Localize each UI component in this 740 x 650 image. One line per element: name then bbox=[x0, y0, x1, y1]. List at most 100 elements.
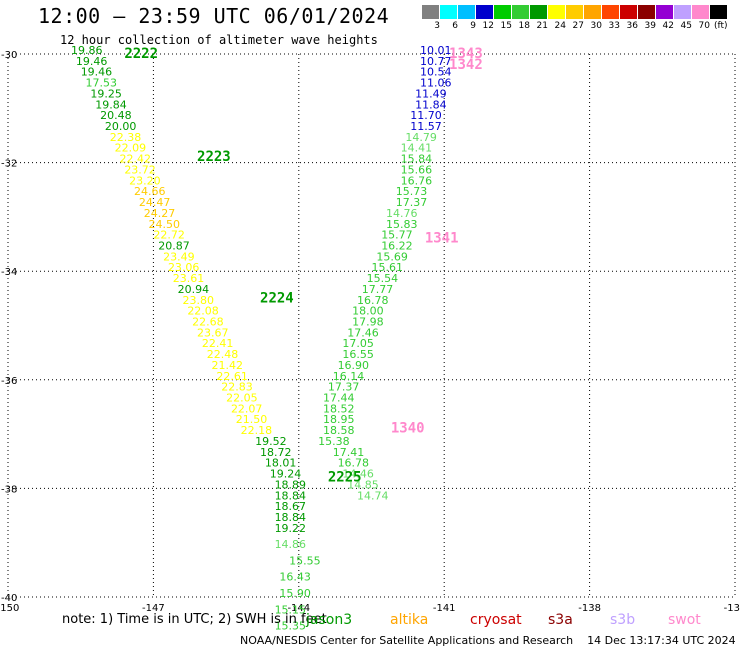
wave-height-label: 23.67 bbox=[197, 326, 229, 339]
mission-s3b: s3b bbox=[610, 612, 636, 628]
wave-height-label: 17.53 bbox=[86, 77, 118, 90]
wave-height-label: 22.41 bbox=[202, 337, 234, 350]
mission-jason3: jason3 bbox=[306, 612, 353, 628]
legend-swatch bbox=[692, 5, 710, 19]
wave-height-label: 18.58 bbox=[323, 424, 355, 437]
pass-id-label: 2224 bbox=[260, 290, 294, 306]
legend-tick: 30 bbox=[590, 21, 602, 31]
wave-height-label: 15.15 bbox=[275, 603, 307, 616]
legend-swatch bbox=[638, 5, 656, 19]
wave-height-label: 22.61 bbox=[216, 370, 248, 383]
wave-height-label: 15.38 bbox=[318, 435, 350, 448]
wave-height-label: 11.84 bbox=[415, 98, 447, 111]
wave-height-label: 18.00 bbox=[352, 305, 384, 318]
legend-swatch bbox=[620, 5, 638, 19]
pass-id-label: 1340 bbox=[391, 421, 425, 437]
wave-height-label: 14.41 bbox=[401, 142, 433, 155]
wave-height-label: 20.00 bbox=[105, 120, 137, 133]
wave-height-label: 22.83 bbox=[221, 381, 253, 394]
wave-height-label: 15.66 bbox=[401, 163, 433, 176]
x-tick-label: -147 bbox=[142, 603, 165, 614]
x-tick-label: -135 bbox=[724, 603, 740, 614]
wave-height-label: 10.77 bbox=[420, 55, 452, 68]
wave-height-label: 16.55 bbox=[342, 348, 374, 361]
legend-tick: 21 bbox=[536, 21, 548, 31]
legend-swatch bbox=[674, 5, 692, 19]
legend-swatch bbox=[602, 5, 620, 19]
wave-height-label: 15.55 bbox=[289, 554, 321, 567]
credit-timestamp: 14 Dec 13:17:34 UTC 2024 bbox=[587, 634, 736, 647]
wave-height-label: 11.06 bbox=[420, 77, 452, 90]
legend-swatch bbox=[494, 5, 512, 19]
wave-height-label: 18.95 bbox=[323, 413, 355, 426]
legend-swatch bbox=[512, 5, 530, 19]
color-legend: 3 6 9 12 15 18 21 24 27 30 33 36 39 42 45 70 (ft) bbox=[422, 5, 728, 31]
wave-height-label: 18.52 bbox=[323, 402, 355, 415]
legend-tick: 15 bbox=[500, 21, 512, 31]
legend-swatch bbox=[422, 5, 440, 19]
pass-id-label: 1342 bbox=[449, 57, 483, 73]
wave-height-label: 21.42 bbox=[212, 359, 244, 372]
wave-height-label: 19.46 bbox=[76, 55, 108, 68]
y-tick-label: -34 bbox=[1, 267, 17, 278]
legend-swatches bbox=[422, 5, 728, 19]
wave-height-label: 22.42 bbox=[119, 153, 150, 166]
wave-height-label: 23.61 bbox=[173, 272, 205, 285]
wave-height-label: 17.41 bbox=[333, 446, 365, 459]
legend-swatch bbox=[710, 5, 728, 19]
legend-swatch bbox=[440, 5, 458, 19]
legend-tick: 6 bbox=[452, 21, 458, 31]
legend-swatch bbox=[584, 5, 602, 19]
wave-height-label: 22.08 bbox=[187, 305, 219, 318]
mission-s3a: s3a bbox=[548, 612, 573, 628]
legend-swatch bbox=[548, 5, 566, 19]
wave-height-label: 16.90 bbox=[338, 359, 370, 372]
wave-height-label: 18.89 bbox=[275, 478, 307, 491]
legend-ticks: 3 6 9 12 15 18 21 24 27 30 33 36 39 42 45 70 bbox=[422, 21, 728, 31]
wave-height-label: 22.72 bbox=[153, 229, 185, 242]
y-tick-label: -30 bbox=[1, 50, 17, 61]
chart-title: 12:00 — 23:59 UTC 06/01/2024 bbox=[38, 4, 390, 28]
wave-height-label: 16.78 bbox=[338, 457, 370, 470]
wave-height-label: 19.52 bbox=[255, 435, 287, 448]
wave-height-label: 17.77 bbox=[362, 283, 394, 296]
legend-unit: (ft) bbox=[714, 21, 728, 31]
wave-height-label: 15.84 bbox=[401, 153, 433, 166]
wave-height-label: 17.44 bbox=[323, 392, 355, 405]
wave-height-label: 24.66 bbox=[134, 185, 166, 198]
wave-height-label: 19.46 bbox=[81, 66, 113, 79]
legend-tick: 33 bbox=[608, 21, 620, 31]
wave-height-label: 15.35 bbox=[275, 620, 307, 633]
wave-height-label: 19.24 bbox=[270, 468, 302, 481]
mission-cryosat: cryosat bbox=[470, 612, 522, 628]
wave-height-label: 15.90 bbox=[279, 587, 311, 600]
wave-height-label: 10.54 bbox=[420, 66, 452, 79]
legend-tick: 70 bbox=[698, 21, 710, 31]
wave-height-label: 11.49 bbox=[415, 87, 447, 100]
legend-tick: 12 bbox=[482, 21, 494, 31]
x-tick-label: -144 bbox=[287, 603, 310, 614]
wave-height-label: 23.06 bbox=[168, 261, 200, 274]
legend-tick: 24 bbox=[554, 21, 566, 31]
wave-height-label: 21.50 bbox=[236, 413, 268, 426]
legend-swatch bbox=[458, 5, 476, 19]
wave-height-label: 17.98 bbox=[352, 316, 384, 329]
wave-height-label: 17.37 bbox=[396, 196, 428, 209]
wave-height-label: 15.77 bbox=[381, 229, 413, 242]
wave-height-label: 24.47 bbox=[139, 196, 171, 209]
wave-height-label: 14.86 bbox=[275, 538, 307, 551]
wave-height-label: 18.01 bbox=[265, 457, 297, 470]
wave-height-label: 24.50 bbox=[149, 218, 181, 231]
wave-height-label: 22.38 bbox=[110, 131, 142, 144]
wave-height-label: 17.37 bbox=[328, 381, 360, 394]
wave-height-label: 19.84 bbox=[95, 98, 127, 111]
wave-height-label: 22.07 bbox=[231, 402, 262, 415]
wave-height-label: 23.20 bbox=[129, 174, 161, 187]
legend-tick: 36 bbox=[626, 21, 638, 31]
x-tick-label: -150 bbox=[0, 603, 19, 614]
pass-id-label: 1343 bbox=[449, 46, 483, 62]
wave-height-label: 14.76 bbox=[386, 207, 418, 220]
wave-height-label: 22.09 bbox=[115, 142, 147, 155]
legend-tick: 9 bbox=[470, 21, 476, 31]
wave-height-label: 15.69 bbox=[376, 250, 408, 263]
